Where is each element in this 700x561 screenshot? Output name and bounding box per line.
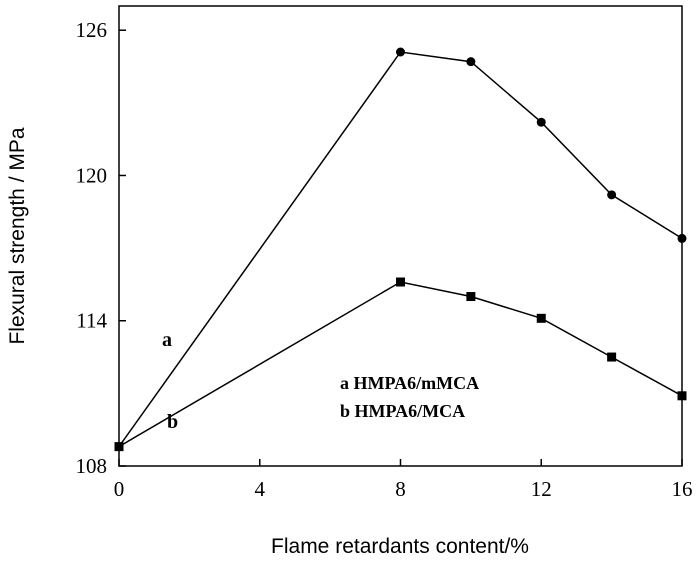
y-axis-title: Flexural strength / MPa	[6, 127, 29, 344]
legend-entry-b: b HMPA6/MCA	[340, 401, 465, 421]
x-tick-label: 4	[255, 477, 266, 501]
series-layer	[114, 47, 687, 452]
legend-entry-a: a HMPA6/mMCA	[340, 373, 479, 393]
x-tick-label: 0	[114, 477, 125, 501]
data-point-b	[466, 292, 476, 302]
y-tick-label: 126	[76, 18, 108, 42]
series-line-b	[118, 281, 683, 448]
x-tick-label: 8	[395, 477, 406, 501]
curve-label-b: b	[167, 411, 178, 433]
data-point-b	[536, 313, 546, 323]
y-tick-label: 120	[76, 163, 108, 187]
data-point-b	[114, 442, 124, 452]
data-point-a	[396, 47, 405, 57]
data-point-a	[466, 57, 476, 67]
series-line-a	[118, 51, 683, 448]
data-point-b	[396, 277, 405, 287]
axis-ticks: 0 4 8 12 16 108 114 120 126	[76, 18, 693, 501]
x-tick-label: 16	[672, 477, 693, 501]
data-point-a	[536, 117, 546, 127]
data-point-b	[607, 352, 617, 362]
x-axis-title: Flame retardants content/%	[271, 535, 529, 558]
x-tick-label: 12	[531, 477, 552, 501]
data-point-a	[677, 233, 687, 243]
data-point-b	[677, 391, 687, 401]
data-point-a	[607, 190, 617, 200]
curve-label-a: a	[162, 329, 172, 351]
y-tick-label: 114	[76, 309, 107, 333]
y-tick-label: 108	[76, 454, 108, 478]
